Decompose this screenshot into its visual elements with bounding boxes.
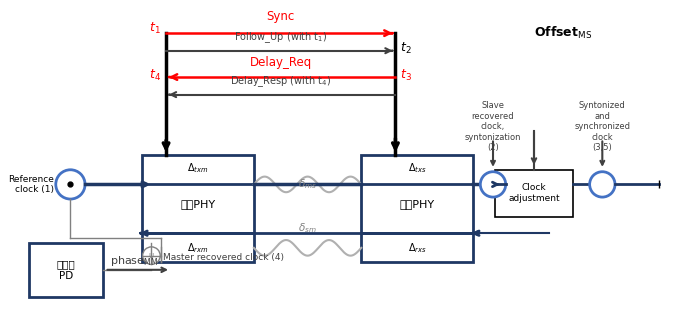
Text: t$_1$: t$_1$ — [149, 21, 161, 36]
Text: Sync: Sync — [267, 10, 295, 23]
Text: Clock
adjustment: Clock adjustment — [508, 184, 560, 203]
Text: 主机PHY: 主机PHY — [180, 199, 215, 209]
Circle shape — [143, 247, 160, 265]
Circle shape — [56, 170, 85, 199]
Text: Follow_Up (with t$_1$): Follow_Up (with t$_1$) — [234, 30, 327, 45]
Text: $\delta_{ms}$: $\delta_{ms}$ — [298, 178, 317, 191]
Text: phase$_{\rm MM}$: phase$_{\rm MM}$ — [110, 254, 159, 268]
Text: $\Delta_{txm}$: $\Delta_{txm}$ — [187, 161, 209, 175]
Text: 鉴相器
PD: 鉴相器 PD — [57, 259, 75, 281]
Text: U: U — [149, 253, 154, 259]
Circle shape — [590, 172, 615, 197]
Circle shape — [481, 172, 505, 197]
Text: Master recovered clock (4): Master recovered clock (4) — [163, 253, 284, 262]
Bar — [141, 155, 254, 263]
Text: t$_2$: t$_2$ — [400, 41, 412, 56]
Bar — [30, 243, 102, 297]
Text: Syntonized
and
synchronized
clock
(3,5): Syntonized and synchronized clock (3,5) — [574, 101, 631, 152]
Text: t$_4$: t$_4$ — [149, 67, 161, 82]
Text: 从机PHY: 从机PHY — [400, 199, 435, 209]
Text: $\Delta_{rxm}$: $\Delta_{rxm}$ — [187, 241, 209, 255]
Text: $\Delta_{txs}$: $\Delta_{txs}$ — [408, 161, 427, 175]
Text: Reference
clock (1): Reference clock (1) — [8, 175, 54, 194]
Text: Offset$_{\rm MS}$: Offset$_{\rm MS}$ — [534, 25, 592, 41]
Text: Slave
recovered
clock,
syntonization
(2): Slave recovered clock, syntonization (2) — [465, 101, 522, 152]
Text: t$_3$: t$_3$ — [400, 67, 412, 82]
Text: Delay_Req: Delay_Req — [250, 56, 312, 69]
Text: $\Delta_{rxs}$: $\Delta_{rxs}$ — [408, 241, 427, 255]
Bar — [495, 170, 573, 217]
Text: $\delta_{sm}$: $\delta_{sm}$ — [298, 221, 317, 235]
Text: Delay_Resp (with t$_4$): Delay_Resp (with t$_4$) — [230, 74, 331, 89]
Bar — [361, 155, 474, 263]
